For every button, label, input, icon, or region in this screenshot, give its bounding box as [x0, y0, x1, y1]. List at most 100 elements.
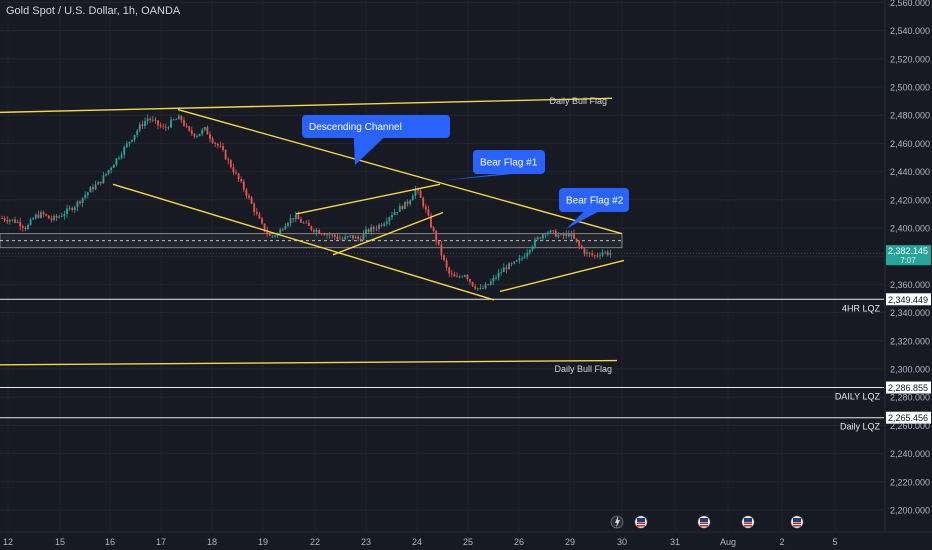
- candle-body: [297, 215, 300, 220]
- candle-body: [185, 125, 188, 127]
- candle-body: [216, 143, 219, 146]
- candle-body: [578, 241, 581, 246]
- candle-body: [190, 130, 193, 134]
- candle-body: [331, 234, 334, 236]
- candle-body: [162, 126, 165, 128]
- candle-body: [66, 208, 68, 215]
- y-tick-label: 2,500.000: [890, 83, 930, 93]
- candle-body: [544, 233, 547, 235]
- candle-body: [37, 214, 40, 218]
- candle-body: [42, 212, 45, 215]
- candle-body: [567, 233, 570, 237]
- candle-body: [326, 234, 328, 236]
- candle-body: [417, 188, 419, 191]
- candle-body: [310, 225, 313, 230]
- candle-body: [24, 227, 27, 230]
- candle-body: [518, 258, 521, 261]
- candle-body: [110, 167, 113, 171]
- candle-body: [167, 127, 170, 129]
- bear-flag-2-support-line: [499, 259, 625, 293]
- candle-body: [294, 215, 297, 220]
- y-tick-label: 2,420.000: [890, 195, 930, 205]
- flag-stripe: [700, 522, 708, 524]
- candle-body: [84, 195, 87, 198]
- candle-body: [575, 238, 578, 242]
- x-tick-label: Aug: [720, 537, 736, 547]
- candle-body: [495, 277, 497, 279]
- candle-body: [6, 220, 9, 222]
- candle-body: [170, 119, 172, 128]
- candle-body: [484, 284, 487, 289]
- candle-body: [115, 158, 118, 165]
- candle-body: [102, 175, 105, 184]
- candle-body: [552, 230, 555, 232]
- candle-body: [586, 252, 588, 254]
- candle-body: [463, 275, 466, 277]
- candle-body: [596, 255, 599, 257]
- lqz-level-label: DAILY LQZ: [835, 392, 881, 402]
- candle-body: [94, 184, 97, 190]
- candle-body: [120, 154, 123, 158]
- y-tick-label: 2,220.000: [890, 477, 930, 487]
- candle-body: [541, 234, 544, 239]
- candle-body: [593, 255, 596, 257]
- candle-body: [367, 229, 370, 232]
- candle-body: [539, 237, 542, 239]
- candle-body: [40, 212, 42, 218]
- candle-body: [404, 201, 406, 209]
- x-tick-label: 25: [463, 537, 473, 547]
- candle-body: [500, 271, 503, 273]
- candle-body: [55, 215, 58, 218]
- candle-body: [601, 252, 604, 256]
- candle-body: [461, 276, 464, 278]
- y-tick-label: 2,240.000: [890, 449, 930, 459]
- candle-body: [180, 116, 183, 121]
- candle-body: [526, 252, 529, 257]
- candle-body: [175, 119, 178, 121]
- current-price-value: 2,382.145: [888, 246, 928, 256]
- candle-body: [328, 234, 331, 236]
- y-tick-label: 2,520.000: [890, 54, 930, 64]
- candle-body: [19, 221, 22, 227]
- candle-body: [159, 125, 162, 127]
- candle-body: [536, 237, 539, 240]
- candle-body: [242, 181, 245, 190]
- x-tick-label: 16: [105, 537, 115, 547]
- us-flag-event-icon: [790, 515, 804, 529]
- descending-channel-upper-line: [177, 108, 623, 235]
- daily-bull-flag-label: Daily Bull Flag: [554, 364, 612, 374]
- candle-body: [565, 233, 568, 236]
- candle-body: [149, 118, 152, 121]
- candle-body: [505, 267, 508, 270]
- candle-body: [453, 274, 456, 277]
- candle-body: [34, 214, 37, 219]
- candle-body: [448, 267, 451, 274]
- candle-body: [370, 227, 373, 232]
- candle-body: [281, 229, 284, 231]
- candle-body: [227, 159, 230, 161]
- y-tick-label: 2,480.000: [890, 111, 930, 121]
- candle-body: [60, 216, 63, 217]
- lqz-price-badge: [886, 411, 931, 424]
- candle-body: [315, 230, 318, 232]
- candle-body: [604, 251, 607, 253]
- candle-body: [292, 218, 295, 220]
- x-tick-label: 22: [310, 537, 320, 547]
- candle-body: [131, 139, 133, 142]
- x-tick-label: 31: [670, 537, 680, 547]
- x-tick-label: 15: [55, 537, 65, 547]
- x-tick-label: 29: [565, 537, 575, 547]
- candle-body: [16, 221, 19, 223]
- candle-body: [362, 233, 365, 241]
- candle-body: [344, 236, 347, 240]
- candle-body: [606, 251, 609, 255]
- candle-body: [172, 119, 175, 121]
- candle-body: [237, 173, 240, 180]
- candle-body: [357, 236, 360, 240]
- candle-body: [253, 203, 256, 212]
- us-flag-event-icon: [697, 515, 711, 529]
- bear-flag-1-callout: Bear Flag #1: [438, 150, 545, 181]
- candle-body: [401, 205, 404, 209]
- candle-body: [92, 187, 94, 190]
